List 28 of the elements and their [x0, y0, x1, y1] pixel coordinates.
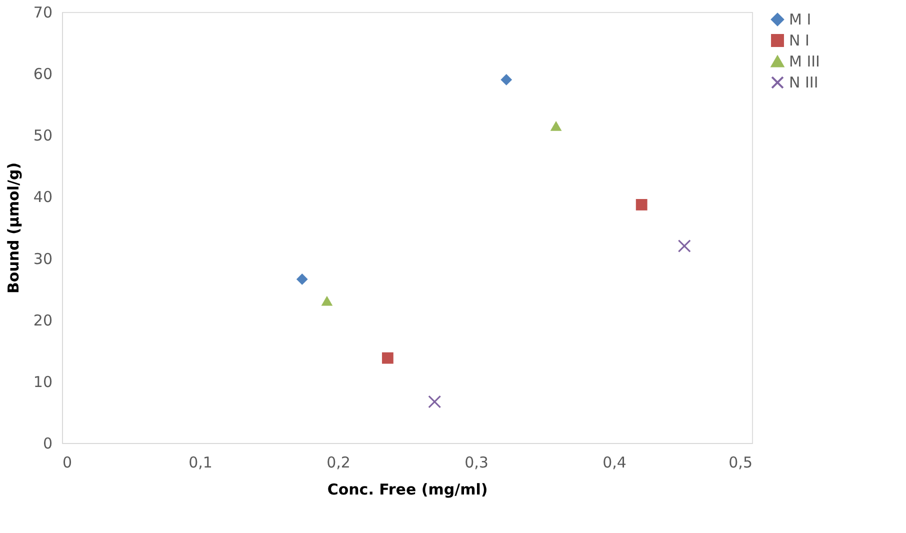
y-axis-title: Bound (µmol/g): [4, 162, 22, 294]
y-tick-label: 0: [42, 434, 52, 452]
legend-label: N III: [789, 74, 818, 92]
y-tick-label: 60: [33, 65, 52, 84]
legend-label: N I: [789, 32, 810, 50]
legend-label: M I: [789, 10, 812, 28]
x-tick-label: 0,5: [728, 454, 752, 472]
x-tick-label: 0,2: [326, 454, 350, 472]
point: [678, 239, 691, 252]
y-tick-label: 10: [33, 372, 52, 391]
point: [382, 352, 394, 364]
y-tick-label: 20: [33, 311, 52, 330]
x-tick-label: 0: [62, 454, 72, 472]
point: [296, 274, 308, 285]
y-tick-label: 50: [33, 126, 52, 145]
y-tick-label: 30: [33, 250, 52, 268]
x-axis-title: Conc. Free (mg/ml): [327, 480, 488, 498]
point: [428, 395, 442, 408]
x-tick-label: 0,4: [602, 454, 626, 472]
point: [636, 199, 648, 210]
point: [500, 74, 512, 86]
legend-label: M III: [789, 52, 820, 70]
point: [550, 120, 562, 131]
y-tick-label: 70: [33, 4, 52, 22]
y-tick-label: 40: [33, 188, 52, 206]
point: [321, 296, 333, 306]
x-tick-label: 0,1: [188, 454, 212, 472]
x-tick-label: 0,3: [464, 454, 488, 472]
